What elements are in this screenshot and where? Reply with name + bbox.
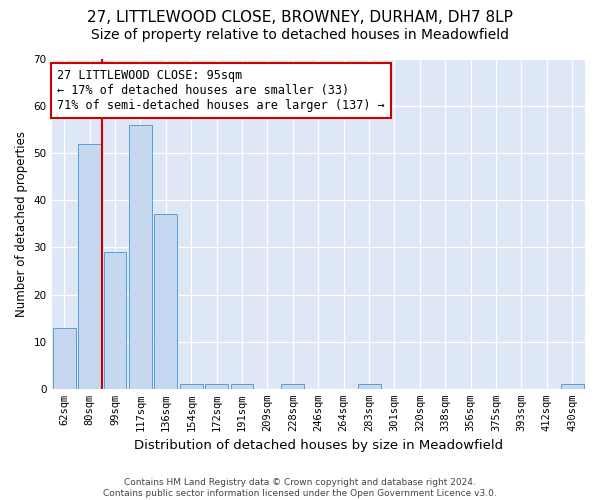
Bar (205, 384, 228, 389)
Bar (104, 252, 127, 389)
Bar (129, 125, 152, 389)
Text: Size of property relative to detached houses in Meadowfield: Size of property relative to detached ho… (91, 28, 509, 42)
Bar (180, 384, 203, 389)
Bar (230, 384, 253, 389)
Bar (281, 384, 304, 389)
Bar (78, 144, 101, 389)
Bar (561, 384, 584, 389)
Bar (53, 328, 76, 389)
X-axis label: Distribution of detached houses by size in Meadowfield: Distribution of detached houses by size … (134, 440, 503, 452)
Bar (154, 214, 177, 389)
Bar (358, 384, 380, 389)
Text: 27 LITTLEWOOD CLOSE: 95sqm
← 17% of detached houses are smaller (33)
71% of semi: 27 LITTLEWOOD CLOSE: 95sqm ← 17% of deta… (57, 69, 385, 112)
Y-axis label: Number of detached properties: Number of detached properties (15, 131, 28, 317)
Text: Contains HM Land Registry data © Crown copyright and database right 2024.
Contai: Contains HM Land Registry data © Crown c… (103, 478, 497, 498)
Text: 27, LITTLEWOOD CLOSE, BROWNEY, DURHAM, DH7 8LP: 27, LITTLEWOOD CLOSE, BROWNEY, DURHAM, D… (87, 10, 513, 25)
